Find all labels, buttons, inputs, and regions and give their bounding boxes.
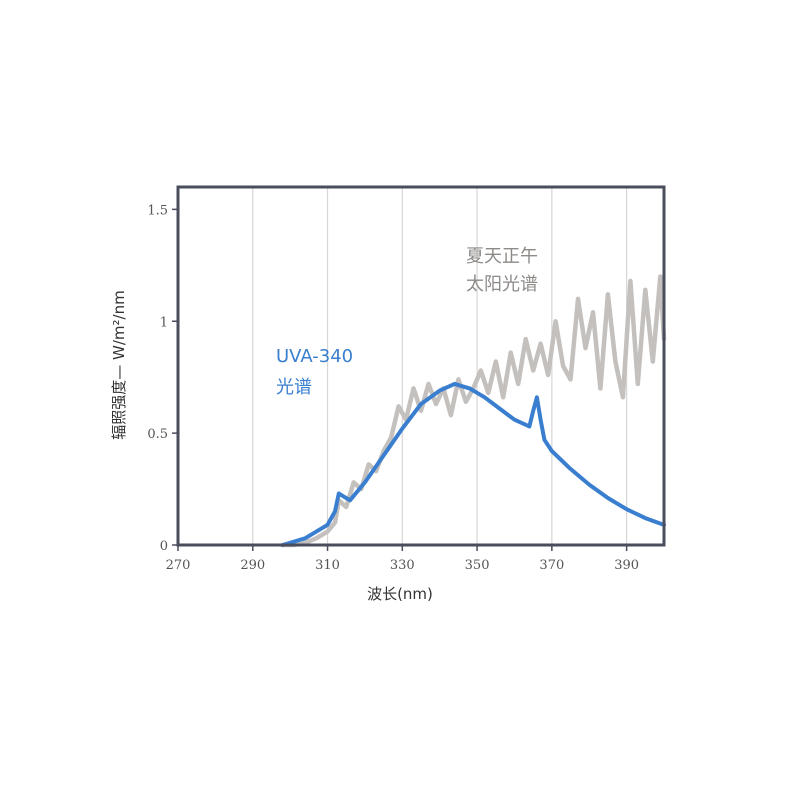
sun-annotation-line1: 夏天正午 bbox=[466, 246, 538, 267]
sun-annotation-line2: 太阳光谱 bbox=[466, 274, 538, 295]
x-tick-label: 290 bbox=[240, 558, 265, 573]
x-tick-label: 350 bbox=[465, 558, 490, 573]
y-tick-label: 0 bbox=[160, 539, 168, 554]
y-tick-label: 1 bbox=[160, 315, 168, 330]
axis-ticks: 270 290 310 330 350 370 390 0 0.5 1 1.5 bbox=[147, 203, 639, 573]
x-tick-label: 390 bbox=[614, 558, 639, 573]
uva-340-spectrum-line bbox=[280, 381, 666, 547]
y-axis-title: 辐照强度— W/m²/nm bbox=[110, 290, 128, 439]
uva-annotation-line1: UVA-340 bbox=[276, 346, 353, 367]
x-tick-label: 270 bbox=[166, 558, 191, 573]
plot-frame bbox=[176, 185, 666, 547]
x-tick-label: 370 bbox=[539, 558, 564, 573]
series-lines bbox=[280, 274, 667, 548]
x-axis-title: 波长(nm) bbox=[367, 585, 433, 603]
y-tick-label: 1.5 bbox=[147, 203, 168, 218]
y-tick-label: 0.5 bbox=[147, 427, 168, 442]
summer-noon-sun-spectrum-line bbox=[280, 274, 667, 548]
uva-annotation-line2: 光谱 bbox=[276, 377, 312, 398]
x-tick-label: 330 bbox=[390, 558, 415, 573]
x-tick-label: 310 bbox=[315, 558, 340, 573]
